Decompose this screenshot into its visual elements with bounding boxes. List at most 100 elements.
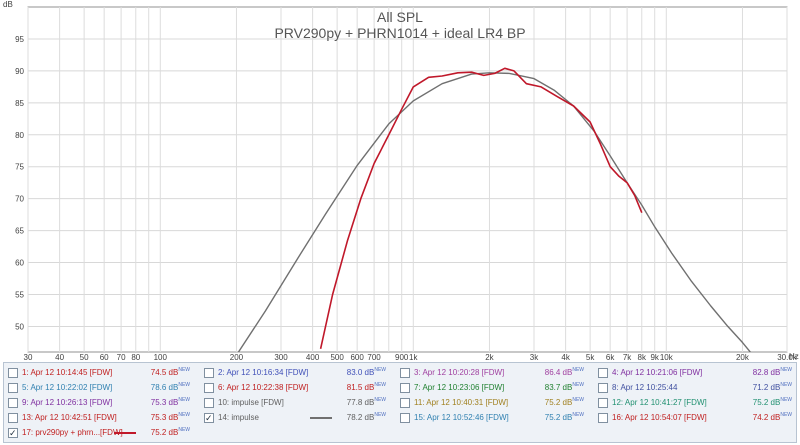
legend-item[interactable]: 12: Apr 12 10:41:27 [FDW] 75.2 dBNEW [598,396,792,410]
legend-value: 74.2 dBNEW [732,411,792,425]
legend-swatch [310,417,332,419]
legend-value: 78.2 dBNEW [326,411,386,425]
legend-label: 1: Apr 12 10:14:45 [FDW] [22,368,113,377]
x-tick-label: 200 [230,353,244,362]
x-tick-label: 3k [530,353,539,362]
chart-title: All SPL [377,9,423,25]
legend-item[interactable]: 10: impulse [FDW] 77.8 dBNEW [204,396,386,410]
legend-panel: 1: Apr 12 10:14:45 [FDW] 74.5 dBNEW 2: Apr… [3,362,797,443]
x-tick-label: 6k [606,353,615,362]
series-layer [237,67,752,352]
legend-value-badge: NEW [572,382,584,388]
legend-checkbox[interactable] [8,383,18,393]
legend-item[interactable]: 9: Apr 12 10:26:13 [FDW] 75.3 dBNEW [8,396,190,410]
legend-item[interactable]: 13: Apr 12 10:42:51 [FDW] 75.3 dBNEW [8,411,190,425]
legend-item[interactable]: 4: Apr 12 10:21:06 [FDW] 82.8 dBNEW [598,366,792,380]
legend-label: 11: Apr 12 10:40:31 [FDW] [414,398,509,407]
x-tick-label: 700 [367,353,381,362]
legend-label: 14: impulse [218,413,259,422]
legend-value: 75.2 dBNEW [524,396,584,410]
legend-label: 17: prv290py + phrn...[FDW] [22,428,123,437]
x-tick-label: 50 [80,353,89,362]
x-axis-unit: Hz [789,352,799,361]
y-tick-label: 75 [15,163,24,172]
legend-checkbox[interactable] [204,398,214,408]
legend-label: 7: Apr 12 10:23:06 [FDW] [414,383,505,392]
legend-checkbox[interactable] [8,398,18,408]
legend-value-text: 81.5 dB [346,383,375,392]
legend-item[interactable]: 6: Apr 12 10:22:38 [FDW] 81.5 dBNEW [204,381,386,395]
legend-item[interactable]: 7: Apr 12 10:23:06 [FDW] 83.7 dBNEW [400,381,584,395]
legend-item[interactable]: 2: Apr 12 10:16:34 [FDW] 83.0 dBNEW [204,366,386,380]
x-tick-label: 30.0k [777,353,798,362]
legend-checkbox[interactable] [400,368,410,378]
legend-checkbox[interactable] [598,398,608,408]
legend-item[interactable]: 5: Apr 12 10:22:02 [FDW] 78.6 dBNEW [8,381,190,395]
legend-checkbox[interactable] [204,411,214,425]
legend-checkbox[interactable] [204,383,214,393]
y-tick-label: 90 [15,67,24,76]
legend-value-badge: NEW [374,412,386,418]
x-tick-label: 1k [409,353,418,362]
legend-value-text: 78.2 dB [346,413,375,422]
legend-checkbox[interactable] [598,383,608,393]
legend-value: 83.7 dBNEW [524,381,584,395]
legend-value-badge: NEW [780,382,792,388]
legend-value-badge: NEW [780,412,792,418]
legend-swatch [114,432,136,434]
x-tick-label: 80 [131,353,140,362]
legend-item[interactable]: 11: Apr 12 10:40:31 [FDW] 75.2 dBNEW [400,396,584,410]
legend-value-text: 74.2 dB [752,413,781,422]
legend-item[interactable]: 15: Apr 12 10:52:46 [FDW] 75.2 dBNEW [400,411,584,425]
legend-label: 12: Apr 12 10:41:27 [FDW] [612,398,707,407]
legend-item[interactable]: 1: Apr 12 10:14:45 [FDW] 74.5 dBNEW [8,366,190,380]
legend-value: 74.5 dBNEW [130,366,190,380]
legend-item[interactable]: 14: impulse 78.2 dBNEW [204,411,386,425]
grid [27,7,788,352]
legend-value-badge: NEW [780,397,792,403]
legend-value-badge: NEW [178,367,190,373]
chart-subtitle: PRV290py + PHRN1014 + ideal LR4 BP [274,25,525,41]
legend-value-text: 82.8 dB [752,368,781,377]
legend-item[interactable]: 3: Apr 12 10:20:28 [FDW] 86.4 dBNEW [400,366,584,380]
legend-value: 82.8 dBNEW [732,366,792,380]
legend-checkbox[interactable] [400,413,410,423]
legend-value-badge: NEW [178,397,190,403]
legend-value-text: 75.2 dB [544,413,573,422]
legend-checkbox[interactable] [598,413,608,423]
legend-value-text: 75.2 dB [150,428,179,437]
legend-value: 77.8 dBNEW [326,396,386,410]
x-tick-label: 300 [274,353,288,362]
y-tick-label: 50 [15,322,24,331]
y-tick-label: 80 [15,131,24,140]
legend-label: 15: Apr 12 10:52:46 [FDW] [414,413,509,422]
legend-label: 2: Apr 12 10:16:34 [FDW] [218,368,309,377]
legend-item[interactable]: 16: Apr 12 10:54:07 [FDW] 74.2 dBNEW [598,411,792,425]
x-tick-label: 60 [100,353,109,362]
legend-value-badge: NEW [780,367,792,373]
x-tick-label: 70 [117,353,126,362]
legend-checkbox[interactable] [400,398,410,408]
legend-value-badge: NEW [572,367,584,373]
legend-value: 75.2 dBNEW [130,426,190,440]
legend-label: 9: Apr 12 10:26:13 [FDW] [22,398,113,407]
legend-label: 4: Apr 12 10:21:06 [FDW] [612,368,703,377]
legend-item[interactable]: 17: prv290py + phrn...[FDW] 75.2 dBNEW [8,426,190,440]
legend-checkbox[interactable] [400,383,410,393]
legend-value-badge: NEW [374,397,386,403]
legend-value-badge: NEW [374,367,386,373]
legend-value: 78.6 dBNEW [130,381,190,395]
legend-checkbox[interactable] [8,413,18,423]
legend-checkbox[interactable] [598,368,608,378]
legend-checkbox[interactable] [204,368,214,378]
legend-value-text: 75.2 dB [544,398,573,407]
legend-value-badge: NEW [374,382,386,388]
x-tick-label: 8k [638,353,647,362]
legend-checkbox[interactable] [8,426,18,440]
legend-item[interactable]: 8: Apr 12 10:25:44 71.2 dBNEW [598,381,792,395]
legend-checkbox[interactable] [8,368,18,378]
legend-value: 83.0 dBNEW [326,366,386,380]
x-tick-label: 20k [736,353,750,362]
